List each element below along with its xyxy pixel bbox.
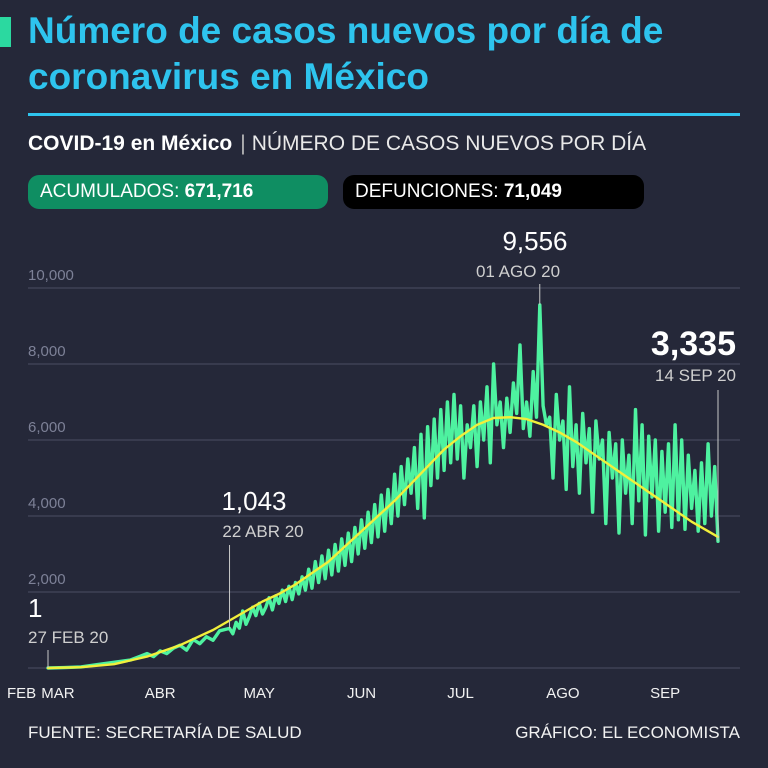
- daily-cases-line: [46, 303, 720, 670]
- annotation-date: 27 FEB 20: [28, 628, 108, 647]
- x-tick-label: MAY: [244, 685, 275, 702]
- annotation-value: 9,556: [502, 226, 567, 256]
- annotation-date: 01 AGO 20: [476, 262, 560, 281]
- title-divider: [28, 113, 740, 116]
- deaths-value: 71,049: [503, 181, 562, 202]
- annotation-value: 1: [28, 593, 42, 623]
- accumulated-value: 671,716: [184, 181, 254, 202]
- y-tick-label: 4,000: [28, 495, 66, 512]
- accumulated-badge: ACUMULADOS: 671,716: [28, 175, 328, 209]
- annotation-value: 3,335: [651, 325, 736, 363]
- page-title: Número de casos nuevos por día de corona…: [28, 10, 664, 97]
- deaths-label: DEFUNCIONES:: [355, 181, 499, 202]
- subtitle-country: COVID-19 en México: [28, 132, 233, 155]
- x-tick-label: FEB: [7, 685, 36, 702]
- source-note: FUENTE: SECRETARÍA DE SALUD: [28, 723, 302, 742]
- accumulated-label: ACUMULADOS:: [40, 181, 180, 202]
- subtitle-separator: |: [240, 132, 246, 155]
- title-accent-bar: [0, 17, 11, 47]
- deaths-badge: DEFUNCIONES: 71,049: [343, 175, 644, 209]
- x-tick-label: SEP: [650, 685, 680, 702]
- y-tick-label: 10,000: [28, 267, 74, 284]
- x-tick-label: ABR: [145, 685, 176, 702]
- y-tick-label: 8,000: [28, 343, 66, 360]
- credit-note: GRÁFICO: EL ECONOMISTA: [515, 723, 740, 742]
- x-tick-label: JUL: [447, 685, 474, 702]
- chart-subtitle: COVID-19 en México | NÚMERO DE CASOS NUEVO…: [28, 132, 646, 156]
- x-tick-label: MAR: [41, 685, 75, 702]
- subtitle-metric: NÚMERO DE CASOS NUEVOS POR DÍA: [251, 132, 647, 155]
- y-tick-label: 6,000: [28, 419, 66, 436]
- y-tick-label: 2,000: [28, 571, 66, 588]
- annotation-value: 1,043: [221, 486, 286, 516]
- x-tick-label: JUN: [347, 685, 376, 702]
- x-tick-label: AGO: [546, 685, 579, 702]
- annotation-date: 22 ABR 20: [222, 522, 303, 541]
- annotation-date: 14 SEP 20: [655, 366, 736, 385]
